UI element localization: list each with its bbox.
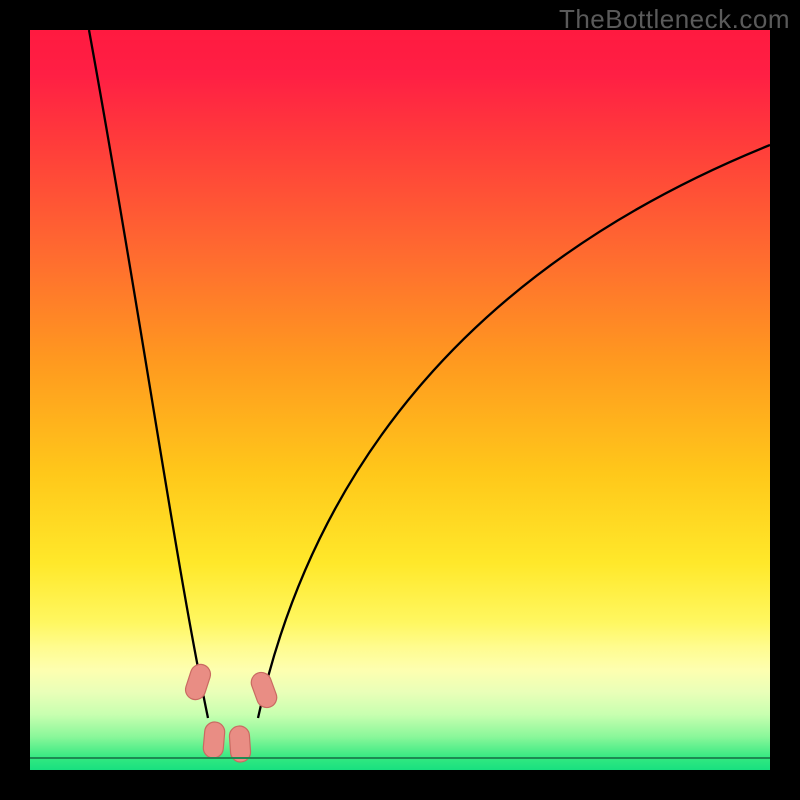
marker	[202, 721, 225, 759]
plot-background	[30, 30, 770, 770]
chart-canvas: TheBottleneck.com	[0, 0, 800, 800]
chart-svg	[0, 0, 800, 800]
watermark-text: TheBottleneck.com	[559, 4, 790, 35]
